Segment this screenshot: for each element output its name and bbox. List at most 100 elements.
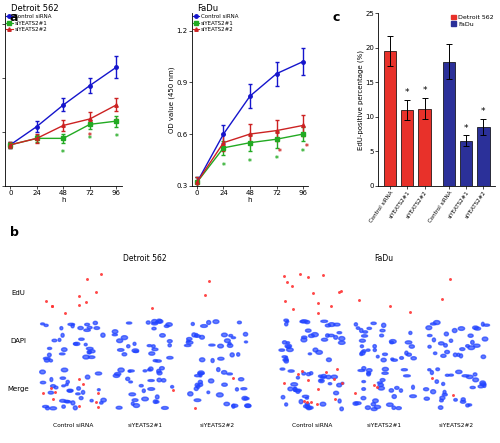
Ellipse shape [148, 380, 154, 381]
Ellipse shape [98, 389, 100, 391]
Ellipse shape [52, 339, 57, 342]
Ellipse shape [62, 348, 67, 351]
Ellipse shape [362, 381, 366, 383]
Ellipse shape [231, 337, 235, 338]
Ellipse shape [157, 371, 162, 375]
Ellipse shape [367, 373, 370, 376]
Text: *: * [248, 158, 252, 167]
Ellipse shape [430, 390, 436, 394]
Ellipse shape [129, 393, 136, 396]
Ellipse shape [441, 354, 446, 358]
Ellipse shape [162, 407, 168, 409]
Point [206, 278, 214, 285]
Ellipse shape [382, 323, 386, 327]
Ellipse shape [82, 390, 84, 394]
Ellipse shape [366, 369, 372, 372]
Ellipse shape [50, 385, 56, 388]
Ellipse shape [160, 367, 164, 370]
Ellipse shape [285, 357, 288, 361]
Ellipse shape [402, 369, 407, 371]
Ellipse shape [378, 384, 384, 386]
Ellipse shape [434, 352, 437, 354]
Ellipse shape [328, 323, 335, 326]
Ellipse shape [122, 336, 128, 340]
Ellipse shape [44, 324, 48, 326]
Text: siYEATS2#1: siYEATS2#1 [366, 424, 402, 428]
Bar [401, 110, 413, 186]
Ellipse shape [188, 392, 193, 396]
Ellipse shape [228, 342, 231, 345]
Text: *: * [222, 162, 226, 171]
Ellipse shape [301, 338, 307, 342]
Point [49, 396, 57, 403]
Point [168, 386, 176, 393]
Ellipse shape [321, 374, 326, 378]
Ellipse shape [282, 356, 287, 358]
Ellipse shape [74, 406, 78, 410]
Ellipse shape [470, 386, 476, 389]
Ellipse shape [86, 375, 90, 379]
Ellipse shape [320, 380, 322, 381]
Ellipse shape [46, 407, 50, 410]
Ellipse shape [198, 371, 204, 375]
Ellipse shape [371, 322, 376, 325]
Ellipse shape [134, 350, 138, 353]
Point [336, 289, 344, 296]
Ellipse shape [338, 399, 341, 403]
Ellipse shape [152, 345, 155, 348]
Ellipse shape [79, 396, 83, 400]
Ellipse shape [284, 323, 288, 326]
Point [79, 381, 87, 388]
Ellipse shape [374, 405, 380, 408]
Point [82, 298, 90, 305]
Point [288, 283, 296, 290]
Ellipse shape [168, 340, 172, 343]
Ellipse shape [84, 343, 87, 346]
Ellipse shape [321, 320, 328, 323]
Ellipse shape [288, 370, 294, 372]
Ellipse shape [406, 353, 412, 356]
Point [148, 305, 156, 312]
Ellipse shape [167, 357, 173, 359]
Ellipse shape [54, 386, 58, 389]
Ellipse shape [211, 358, 214, 362]
Ellipse shape [373, 345, 376, 348]
Point [406, 308, 414, 315]
Ellipse shape [245, 404, 251, 408]
Point [327, 303, 335, 310]
Ellipse shape [87, 326, 92, 329]
Ellipse shape [227, 373, 232, 375]
Point [332, 365, 340, 373]
Ellipse shape [334, 323, 340, 326]
Ellipse shape [158, 320, 163, 323]
Legend: Control siRNA, siYEATS2#1, siYEATS2#2: Control siRNA, siYEATS2#1, siYEATS2#2 [193, 15, 238, 31]
Ellipse shape [444, 350, 450, 354]
Ellipse shape [96, 372, 102, 375]
Ellipse shape [77, 387, 80, 390]
Ellipse shape [66, 384, 68, 385]
Text: *: * [405, 88, 409, 97]
Ellipse shape [473, 378, 478, 382]
Ellipse shape [444, 332, 448, 336]
Ellipse shape [285, 344, 292, 348]
Ellipse shape [71, 324, 74, 328]
Ellipse shape [434, 321, 440, 325]
Ellipse shape [283, 358, 288, 361]
Ellipse shape [112, 330, 118, 334]
Point [39, 390, 47, 397]
Ellipse shape [404, 375, 410, 377]
Ellipse shape [313, 348, 318, 352]
Ellipse shape [336, 383, 342, 387]
Ellipse shape [244, 397, 249, 400]
Ellipse shape [126, 345, 130, 348]
Ellipse shape [392, 359, 398, 361]
Ellipse shape [164, 325, 169, 327]
Ellipse shape [194, 399, 201, 401]
Ellipse shape [396, 407, 402, 410]
Ellipse shape [129, 381, 132, 383]
Ellipse shape [60, 326, 63, 330]
Ellipse shape [432, 338, 436, 342]
Ellipse shape [186, 341, 193, 344]
Ellipse shape [156, 369, 161, 373]
Ellipse shape [362, 367, 366, 370]
